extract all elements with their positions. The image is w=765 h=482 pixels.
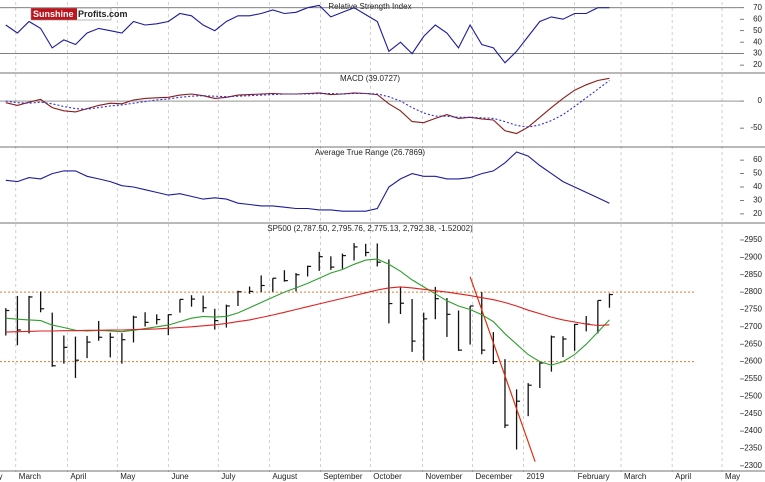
y-tick-label: 30 bbox=[753, 196, 762, 205]
y-tick-label: 0 bbox=[758, 96, 763, 105]
y-tick-label: 2950 bbox=[744, 235, 762, 244]
panel-title: Relative Strength Index bbox=[328, 2, 411, 11]
logo-badge bbox=[31, 8, 77, 20]
series-line bbox=[5, 151, 610, 212]
x-tick-label: June bbox=[171, 472, 189, 481]
y-tick-label: 2650 bbox=[744, 339, 762, 348]
x-tick-label: February bbox=[578, 472, 610, 481]
y-tick-label: 50 bbox=[753, 169, 762, 178]
y-tick-label: 30 bbox=[753, 49, 762, 58]
x-tick-label: April bbox=[675, 472, 691, 481]
x-tick-label: August bbox=[272, 472, 298, 481]
y-tick-label: 2900 bbox=[744, 252, 762, 261]
series-line bbox=[5, 258, 610, 366]
y-tick-label: -50 bbox=[750, 123, 762, 132]
y-tick-label: 60 bbox=[753, 155, 762, 164]
x-tick-label: March bbox=[19, 472, 41, 481]
y-tick-label: 40 bbox=[753, 182, 762, 191]
x-tick-label: December bbox=[475, 472, 512, 481]
y-tick-label: 70 bbox=[753, 3, 762, 12]
x-tick-label: October bbox=[373, 472, 402, 481]
y-tick-label: 60 bbox=[753, 14, 762, 23]
x-tick-label: March bbox=[624, 472, 646, 481]
y-tick-label: 2300 bbox=[744, 461, 762, 470]
y-tick-label: 2600 bbox=[744, 357, 762, 366]
y-tick-label: 2500 bbox=[744, 391, 762, 400]
logo-box bbox=[30, 7, 112, 21]
series-line bbox=[5, 286, 610, 333]
trend-line bbox=[469, 276, 536, 462]
logo-site: Profits.com bbox=[78, 9, 128, 19]
y-tick-label: 50 bbox=[753, 26, 762, 35]
x-tick-label: April bbox=[70, 472, 86, 481]
y-tick-label: 2550 bbox=[744, 374, 762, 383]
x-tick-label: May bbox=[725, 472, 740, 481]
series-line bbox=[5, 77, 610, 135]
y-tick-label: 2450 bbox=[744, 409, 762, 418]
series-line bbox=[5, 4, 610, 64]
x-tick-label: November bbox=[426, 472, 463, 481]
x-tick-label: February bbox=[0, 472, 3, 481]
y-tick-label: 2400 bbox=[744, 426, 762, 435]
logo-brand: Sunshine bbox=[33, 9, 74, 19]
y-tick-label: 2350 bbox=[744, 444, 762, 453]
y-tick-label: 20 bbox=[753, 60, 762, 69]
y-tick-label: 2750 bbox=[744, 305, 762, 314]
y-tick-label: 2850 bbox=[744, 270, 762, 279]
y-tick-label: 20 bbox=[753, 209, 762, 218]
y-tick-label: 2800 bbox=[744, 287, 762, 296]
panel-title: Average True Range (26.7869) bbox=[315, 148, 425, 157]
x-tick-label: July bbox=[221, 472, 235, 481]
panel-title: MACD (39.0727) bbox=[340, 74, 400, 83]
series-line bbox=[5, 80, 610, 128]
y-tick-label: 2700 bbox=[744, 322, 762, 331]
x-tick-label: 2019 bbox=[527, 472, 545, 481]
y-tick-label: 40 bbox=[753, 37, 762, 46]
panel-title: SP500 (2,787.50, 2,795.76, 2,775.13, 2,7… bbox=[267, 224, 473, 233]
x-tick-label: May bbox=[120, 472, 135, 481]
x-tick-label: September bbox=[323, 472, 362, 481]
